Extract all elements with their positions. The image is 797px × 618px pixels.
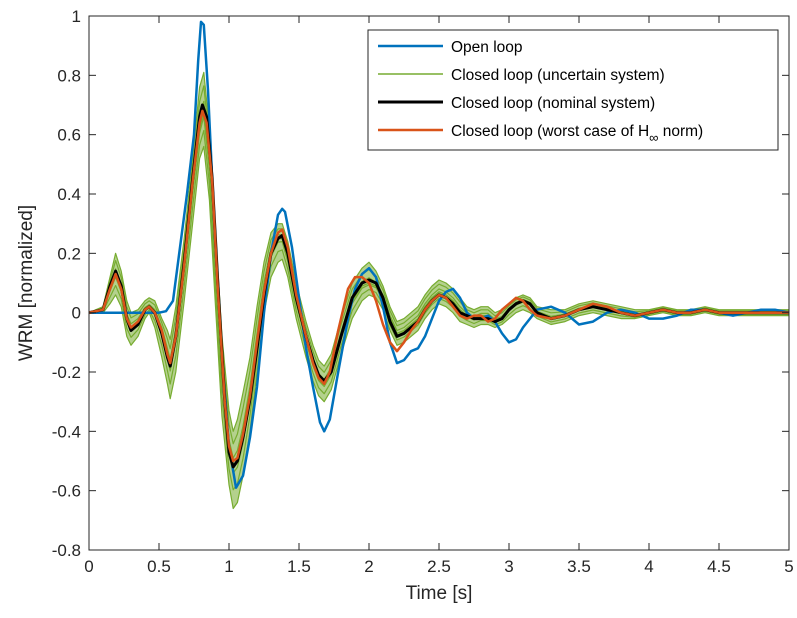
y-tick-label: 0.4 xyxy=(57,185,81,204)
x-tick-label: 5 xyxy=(784,557,793,576)
legend: Open loop Closed loop (uncertain system) C… xyxy=(367,29,779,151)
y-tick-label: 0 xyxy=(72,304,81,323)
y-tick-label: 0.6 xyxy=(57,126,81,145)
legend-entry-label: Closed loop (worst case of H∞ norm) xyxy=(451,123,703,145)
y-tick-label: -0.6 xyxy=(52,482,81,501)
x-tick-label: 4.5 xyxy=(707,557,731,576)
x-tick-label: 0.5 xyxy=(147,557,171,576)
uncertain-realization-line xyxy=(89,145,789,510)
uncertainty-band xyxy=(89,72,789,509)
x-tick-label: 1 xyxy=(224,557,233,576)
x-tick-label: 3.5 xyxy=(567,557,591,576)
y-tick-label: -0.8 xyxy=(52,541,81,560)
y-tick-label: 1 xyxy=(72,7,81,26)
x-tick-label: 0 xyxy=(84,557,93,576)
series-layer xyxy=(89,20,789,510)
x-tick-label: 2.5 xyxy=(427,557,451,576)
uncertain-realization-line xyxy=(89,129,789,491)
x-tick-label: 3 xyxy=(504,557,513,576)
uncertain-realization-line xyxy=(89,71,789,432)
legend-entry-label: Open loop xyxy=(451,39,523,56)
series-line xyxy=(89,109,789,463)
x-tick-label: 4 xyxy=(644,557,653,576)
tick-layer: 0 0.5 1 1.5 2 2.5 3 3.5 4 4.5 5 -0.8 -0.6 -0.4 -0.2 0 0.… xyxy=(52,7,794,576)
x-axis-label: Time [s] xyxy=(406,583,473,604)
y-axis-label: WRM [normalized] xyxy=(16,205,37,361)
legend-entry-label: Closed loop (uncertain system) xyxy=(451,67,665,84)
y-tick-label: 0.8 xyxy=(57,66,81,85)
x-tick-label: 2 xyxy=(364,557,373,576)
legend-entry-label: Closed loop (nominal system) xyxy=(451,95,655,112)
series-3 xyxy=(89,109,789,463)
y-tick-label: 0.2 xyxy=(57,244,81,263)
y-tick-label: -0.4 xyxy=(52,422,81,441)
x-tick-label: 1.5 xyxy=(287,557,311,576)
y-tick-label: -0.2 xyxy=(52,363,81,382)
